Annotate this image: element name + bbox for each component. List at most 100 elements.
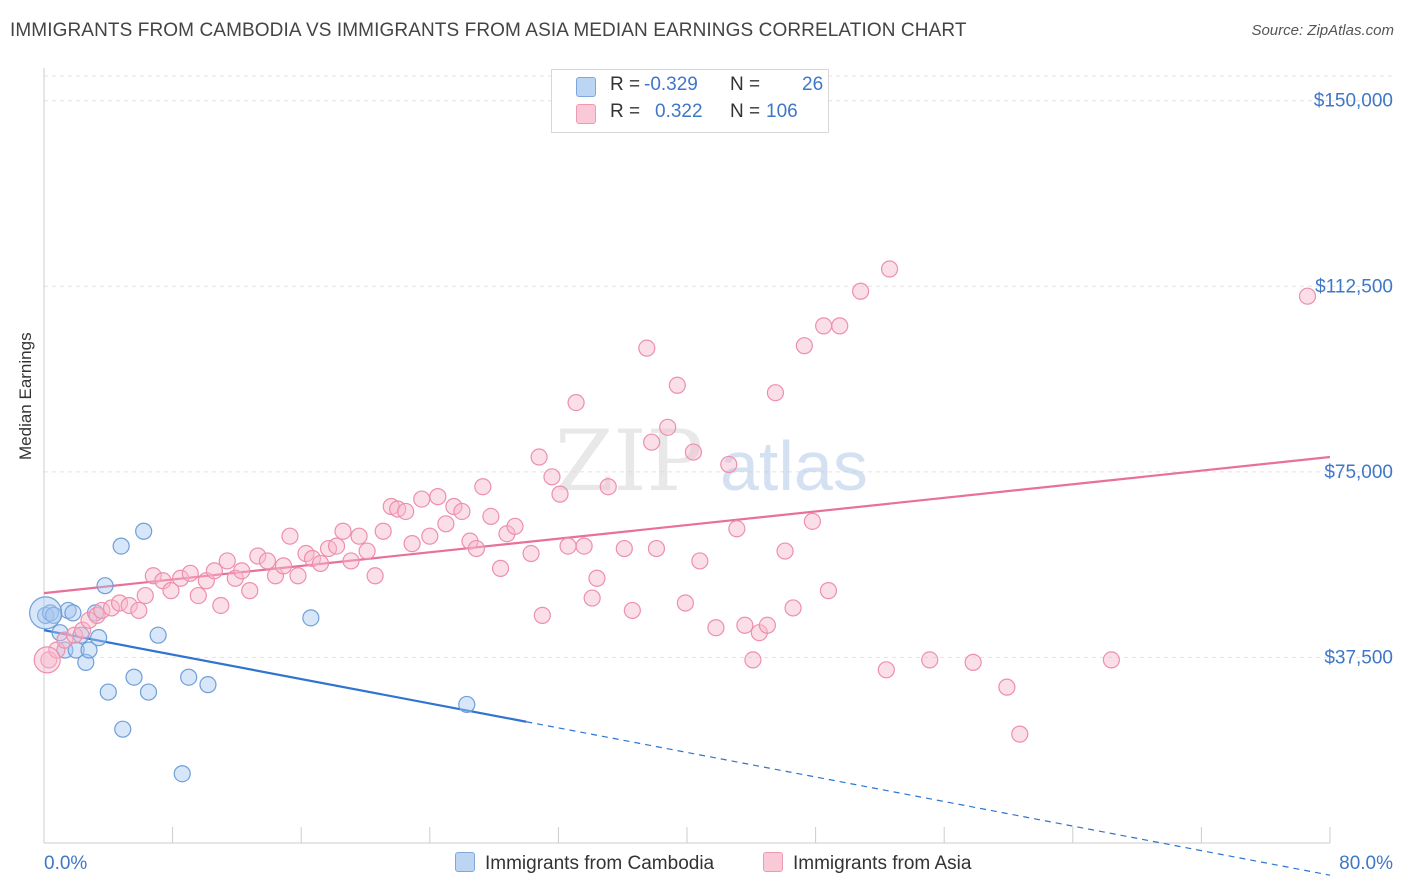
point-asia — [467, 539, 486, 558]
stats-legend: R = -0.329 N = 26 R = 0.322 N = 106 — [551, 69, 829, 133]
point-cambodia — [80, 641, 98, 659]
y-tick-label: $37,500 — [1324, 647, 1393, 668]
point-asia — [374, 522, 392, 540]
point-asia — [258, 552, 277, 570]
point-asia — [784, 599, 802, 617]
legend-label-cambodia: Immigrants from Cambodia — [485, 853, 715, 874]
point-asia — [659, 418, 677, 436]
point-asia — [643, 433, 661, 451]
point-asia — [623, 601, 641, 620]
point-asia — [776, 542, 794, 560]
point-cambodia — [112, 537, 130, 555]
watermark-atlas: atlas — [720, 427, 868, 505]
point-asia — [189, 586, 207, 605]
point-asia — [668, 376, 686, 394]
point-asia — [350, 527, 368, 545]
y-tick-labels: $37,500 $75,000 $112,500 $150,000 — [1314, 91, 1393, 669]
legend-label-asia: Immigrants from Asia — [793, 853, 972, 874]
point-asia — [599, 478, 617, 496]
point-asia — [815, 317, 833, 335]
point-asia — [403, 535, 421, 553]
point-asia — [73, 621, 92, 639]
point-asia — [707, 619, 725, 637]
trend-line-cambodia-projection — [526, 721, 1331, 876]
point-asia — [421, 527, 439, 545]
point-asia — [241, 582, 259, 600]
point-asia — [413, 490, 431, 508]
trend-lines — [43, 455, 1331, 876]
point-asia — [172, 569, 190, 587]
legend-item-cambodia[interactable]: Immigrants from Cambodia — [455, 852, 714, 875]
point-asia — [998, 678, 1016, 696]
point-cambodia — [199, 676, 217, 694]
n-value: 26 — [802, 74, 824, 95]
point-asia — [533, 606, 551, 624]
point-asia — [233, 562, 251, 580]
point-asia — [120, 596, 138, 615]
point-cambodia — [135, 522, 153, 540]
point-asia — [311, 554, 330, 573]
point-cambodia — [139, 683, 158, 701]
point-cambodia — [458, 695, 476, 714]
point-asia — [551, 485, 569, 503]
point-asia — [831, 317, 849, 335]
point-asia — [647, 539, 666, 558]
point-asia — [397, 502, 415, 521]
point-asia — [334, 522, 352, 540]
point-asia — [491, 559, 510, 577]
point-asia — [437, 515, 455, 533]
data-points — [29, 260, 1317, 783]
legend-item-asia[interactable]: Immigrants from Asia — [763, 852, 971, 875]
point-cambodia — [173, 765, 191, 783]
point-asia — [583, 589, 601, 607]
point-asia — [249, 547, 267, 565]
point-cambodia — [59, 601, 77, 620]
point-cambodia — [29, 596, 63, 630]
point-asia — [342, 552, 360, 570]
point-asia — [638, 339, 656, 357]
point-asia — [130, 601, 148, 620]
legend-swatch-asia — [763, 852, 783, 872]
point-cambodia — [125, 668, 143, 686]
n-label: N = — [730, 101, 761, 122]
point-asia — [327, 537, 346, 555]
point-asia — [964, 653, 982, 671]
legend-swatch-asia — [576, 104, 596, 124]
point-asia — [136, 586, 154, 605]
point-asia — [366, 567, 384, 585]
point-asia — [1102, 651, 1120, 669]
point-asia — [162, 582, 180, 600]
point-cambodia — [302, 609, 320, 627]
point-asia — [758, 616, 776, 634]
point-asia — [588, 569, 606, 587]
point-asia — [819, 582, 838, 600]
point-cambodia — [99, 683, 117, 701]
point-asia — [615, 539, 633, 558]
point-asia — [676, 594, 694, 612]
point-cambodia — [64, 604, 82, 622]
trend-line-cambodia — [43, 629, 527, 723]
axes — [43, 68, 1331, 844]
point-asia — [522, 544, 540, 563]
point-asia — [803, 512, 821, 530]
point-asia — [530, 448, 548, 466]
point-asia — [358, 542, 376, 560]
point-cambodia — [90, 629, 108, 647]
point-asia — [56, 631, 74, 649]
trend-line-asia — [43, 455, 1331, 595]
r-value: -0.329 — [644, 74, 698, 95]
point-asia — [543, 468, 561, 486]
x-tick-labels: 0.0% 80.0% — [44, 853, 1393, 874]
y-tick-label: $150,000 — [1314, 91, 1393, 112]
point-asia — [691, 552, 709, 570]
point-asia — [274, 557, 293, 575]
point-asia — [506, 517, 524, 535]
point-asia — [482, 507, 500, 526]
point-asia — [181, 564, 199, 582]
point-asia — [453, 502, 471, 521]
point-cambodia — [96, 577, 114, 595]
point-asia — [728, 520, 746, 538]
point-asia — [1011, 725, 1029, 743]
point-asia — [33, 646, 61, 674]
point-asia — [474, 478, 492, 496]
